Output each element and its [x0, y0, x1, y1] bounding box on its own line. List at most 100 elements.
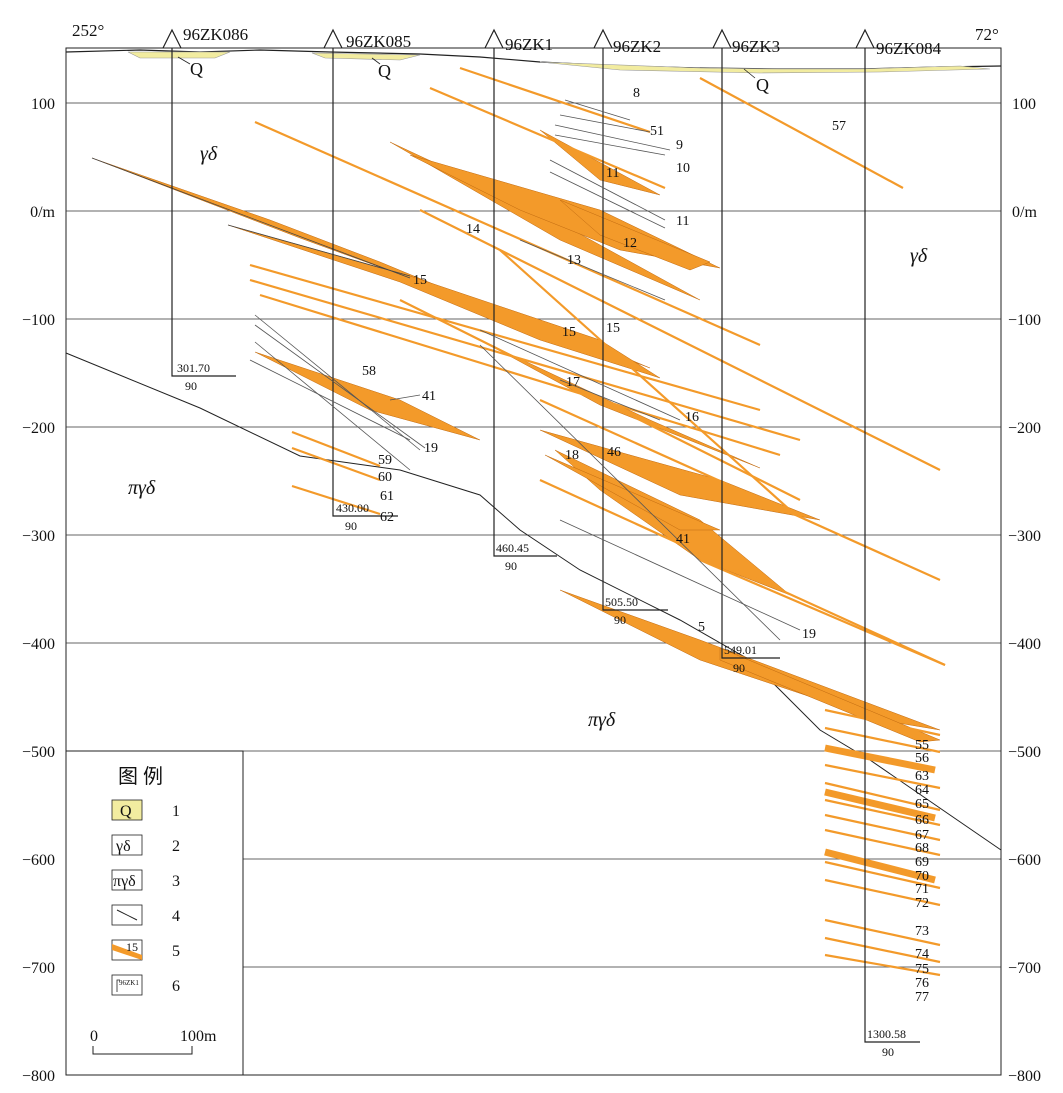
azimuth-right-label: 72°: [975, 25, 999, 44]
dike-number-labels: 8 51 9 10 11 11 12 13 14 15 15 15 17 16 …: [362, 86, 929, 1005]
legend-swatch-granodiorite: [111, 834, 143, 856]
dike-label: 41: [422, 389, 436, 404]
dike-label: 64: [915, 783, 929, 798]
dike-label: 74: [915, 947, 929, 962]
dikes-lenses: [91, 129, 941, 743]
dike-label: 68: [915, 841, 929, 856]
dike-lens-5: [559, 589, 941, 731]
right-tick-label: −300: [1008, 528, 1041, 545]
legend-dike-symbol: [112, 944, 142, 960]
depth-96ZK084: 1300.58: [867, 1027, 906, 1041]
rock-pgd-left: πγδ: [128, 477, 156, 499]
left-tick-label: −700: [22, 960, 55, 977]
legend-num-3: 3: [172, 873, 180, 890]
right-tick-label: 0/m: [1012, 204, 1037, 221]
angle-96ZK1: 90: [505, 559, 517, 573]
right-tick-label: −200: [1008, 420, 1041, 437]
dike-label: 16: [685, 410, 699, 425]
right-tick-label: −500: [1008, 744, 1041, 761]
dike-label: 61: [380, 489, 394, 504]
legend-num-1: 1: [172, 803, 180, 820]
dike-label: 76: [915, 976, 929, 991]
dike-label: 41: [676, 532, 690, 547]
dike-lens-46: [539, 429, 821, 521]
borehole-96ZK086-trace: [171, 48, 236, 377]
left-tick-label: −300: [22, 528, 55, 545]
borehole-96ZK085-trace: [332, 48, 398, 517]
dike-lens-11: [539, 129, 661, 196]
borehole-96ZK086-label: 96ZK086: [183, 25, 248, 44]
dike-traces: [249, 66, 946, 977]
depth-96ZK3: 549.01: [724, 643, 757, 657]
rock-gd-left: γδ: [200, 143, 218, 165]
left-tick-label: 100: [31, 96, 55, 113]
depth-96ZK2: 505.50: [605, 595, 638, 609]
right-tick-label: −100: [1008, 312, 1041, 329]
dike-label: 5: [698, 620, 705, 635]
section-frame: [65, 47, 1002, 1076]
q-label: Q: [378, 61, 391, 81]
legend-symbol-15: 15: [126, 940, 138, 954]
dike-label: 59: [378, 453, 392, 468]
dike-label: 57: [832, 119, 846, 134]
legend-num-6: 6: [172, 978, 180, 995]
legend-symbol-q: Q: [120, 803, 132, 820]
legend-swatch-quaternary: [111, 799, 143, 821]
dike-label: 60: [378, 470, 392, 485]
dike-label: 65: [915, 797, 929, 812]
dike-label: 8: [633, 86, 640, 101]
borehole-96ZK084-trace: [864, 48, 920, 1043]
left-tick-label: 0/m: [30, 204, 55, 221]
angle-96ZK086: 90: [185, 379, 197, 393]
legend: 图 例 Q 1 γδ 2 πγδ 3 4 15 5 96ZK1 6 0 100m: [65, 750, 244, 1076]
legend-symbol-96zk1: 96ZK1: [119, 979, 139, 987]
q-leader: [177, 56, 191, 65]
angle-96ZK085: 90: [345, 519, 357, 533]
legend-num-2: 2: [172, 838, 180, 855]
borehole-96ZK085-label: 96ZK085: [346, 32, 411, 51]
dike-label: 19: [802, 627, 816, 642]
rock-gd-right: γδ: [910, 245, 928, 267]
legend-borehole-symbol: [116, 979, 120, 992]
dike-lens-lower: [719, 647, 941, 743]
dike-label: 55: [915, 738, 929, 753]
dike-label: 12: [623, 236, 637, 251]
angle-96ZK084: 90: [882, 1045, 894, 1059]
legend-contact-symbol: [116, 909, 138, 921]
dike-label: 15: [413, 273, 427, 288]
dike-label: 56: [915, 751, 929, 766]
dike-label: 15: [606, 321, 620, 336]
dike-label: 58: [362, 364, 376, 379]
depth-96ZK086: 301.70: [177, 361, 210, 375]
angle-96ZK3: 90: [733, 661, 745, 675]
leader-lines: [249, 99, 801, 641]
dike-label: 46: [607, 445, 621, 460]
right-tick-label: −400: [1008, 636, 1041, 653]
dike-lower-bands: [824, 744, 936, 884]
dike-label: 69: [915, 855, 929, 870]
borehole-96ZK3-label: 96ZK3: [732, 37, 780, 56]
dike-label: 71: [915, 882, 929, 897]
scale-bar: [92, 1046, 193, 1055]
dike-label: 9: [676, 138, 683, 153]
azimuth-left-label: 252°: [72, 21, 104, 40]
dike-label: 63: [915, 769, 929, 784]
legend-swatch-porphyry: [111, 869, 143, 891]
right-tick-label: −600: [1008, 852, 1041, 869]
left-tick-label: −100: [22, 312, 55, 329]
borehole-96ZK2-label: 96ZK2: [613, 37, 661, 56]
quaternary-deposits: [127, 51, 991, 74]
legend-num-4: 4: [172, 908, 180, 925]
dike-lens-12b: [559, 199, 711, 271]
borehole-96ZK3-trace: [721, 48, 780, 659]
dike-label: 73: [915, 924, 929, 939]
legend-frame: [65, 750, 244, 1076]
dike-label: 70: [915, 869, 929, 884]
q-leader: [371, 57, 381, 65]
angle-96ZK2: 90: [614, 613, 626, 627]
boreholes: [171, 48, 920, 1043]
depth-96ZK1: 460.45: [496, 541, 529, 555]
borehole-96ZK084-label: 96ZK084: [876, 39, 942, 58]
left-elevation-labels: 100 0/m −100 −200 −300 −400 −500 −600 −7…: [22, 96, 56, 1085]
